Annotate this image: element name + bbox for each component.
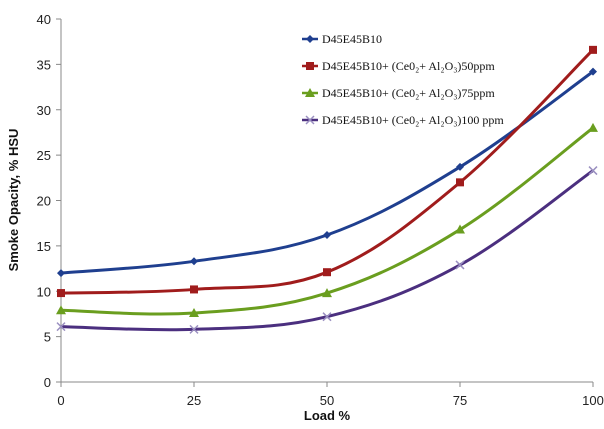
data-point [56, 322, 66, 332]
series-line [60, 169, 594, 332]
series-line [60, 48, 595, 295]
y-tick-label: 35 [37, 57, 51, 72]
y-tick-label: 30 [37, 103, 51, 118]
y-tick-label: 5 [44, 330, 51, 345]
data-point [56, 305, 66, 315]
series-2 [57, 45, 597, 298]
data-point [588, 122, 598, 132]
y-tick-label: 25 [37, 148, 51, 163]
y-tick-label: 40 [37, 12, 51, 27]
data-point [456, 162, 464, 171]
series-layer [56, 45, 598, 334]
data-point [455, 260, 465, 270]
y-axis-title: Smoke Opacity, % HSU [6, 129, 21, 272]
legend-item: D45E45B10+ (Ce0₂+ Al₂O₃)50ppm [302, 59, 495, 73]
data-point [189, 308, 199, 318]
series-4 [56, 166, 598, 334]
series-3 [56, 122, 598, 318]
legend-item: D45E45B10+ (Ce0₂+ Al₂O₃)100 ppm [302, 113, 504, 127]
data-point [190, 285, 198, 294]
legend-swatch-marker [305, 88, 315, 97]
data-point [57, 269, 65, 278]
x-tick-label: 25 [187, 393, 201, 408]
x-axis-title: Load % [304, 408, 351, 423]
y-tick-label: 10 [37, 284, 51, 299]
x-tick-label: 75 [453, 393, 467, 408]
data-point [323, 230, 331, 239]
legend: D45E45B10 D45E45B10+ (Ce0₂+ Al₂O₃)50ppm D4… [302, 32, 504, 127]
data-point [323, 268, 331, 277]
data-point [190, 257, 198, 266]
data-point [322, 312, 332, 322]
data-point [322, 288, 332, 298]
data-point [589, 45, 597, 54]
legend-label: D45E45B10+ (Ce0₂+ Al₂O₃)100 ppm [322, 113, 504, 127]
legend-swatch-marker [305, 115, 315, 125]
data-point [189, 324, 199, 334]
series-1 [57, 67, 597, 278]
x-tick-label: 50 [320, 393, 334, 408]
y-tick-label: 15 [37, 239, 51, 254]
legend-swatch-marker [306, 62, 314, 70]
data-point [588, 166, 598, 176]
legend-label: D45E45B10+ (Ce0₂+ Al₂O₃)75ppm [322, 86, 495, 100]
legend-item: D45E45B10 [302, 32, 382, 46]
data-point [57, 289, 65, 298]
legend-label: D45E45B10+ (Ce0₂+ Al₂O₃)50ppm [322, 59, 495, 73]
data-point [456, 178, 464, 187]
series-line [60, 126, 594, 316]
x-tick-label: 100 [582, 393, 604, 408]
x-tick-label: 0 [57, 393, 64, 408]
y-tick-label: 0 [44, 375, 51, 390]
data-point [589, 67, 597, 76]
legend-swatch-marker [306, 35, 314, 43]
axes: 0 5 10 15 20 25 30 35 40 0 25 50 75 100 [37, 12, 604, 408]
series-line [60, 70, 594, 275]
legend-item: D45E45B10+ (Ce0₂+ Al₂O₃)75ppm [302, 86, 495, 100]
data-point [455, 224, 465, 234]
legend-label: D45E45B10 [322, 32, 382, 46]
y-tick-label: 20 [37, 194, 51, 209]
